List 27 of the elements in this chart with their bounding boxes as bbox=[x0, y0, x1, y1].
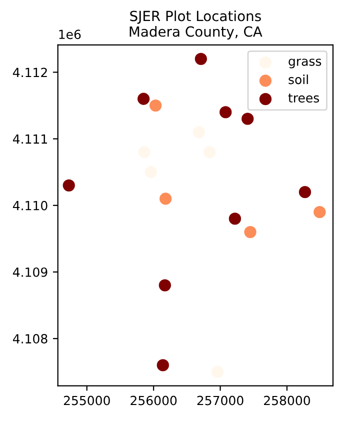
x-tick-label: 255000 bbox=[64, 396, 110, 406]
point bbox=[244, 226, 256, 238]
point bbox=[158, 279, 171, 292]
point bbox=[137, 92, 150, 105]
point bbox=[156, 359, 169, 372]
point bbox=[228, 212, 242, 225]
point bbox=[160, 192, 172, 205]
y-tick-label: 4.112 bbox=[12, 68, 47, 77]
y-tick-label: 4.109 bbox=[12, 267, 48, 277]
point bbox=[314, 206, 326, 218]
point bbox=[220, 106, 232, 118]
legend-label: soil bbox=[288, 74, 308, 84]
point bbox=[242, 112, 254, 125]
point bbox=[194, 52, 208, 65]
point bbox=[150, 99, 162, 112]
x-tick-label: 257000 bbox=[197, 396, 244, 406]
x-tick-label: 258000 bbox=[264, 396, 310, 406]
text: 1e6 bbox=[59, 30, 81, 40]
y-tick-label: 4.108 bbox=[12, 334, 48, 344]
legend-label: trees bbox=[288, 94, 320, 103]
point bbox=[62, 179, 75, 192]
chart-title: SJER Plot Locations Madera County, CA bbox=[130, 10, 262, 40]
x-tick-label: 256000 bbox=[130, 396, 177, 406]
point bbox=[298, 186, 312, 198]
y-tick-label: 4.110 bbox=[12, 200, 48, 210]
y-tick-label: 4.111 bbox=[12, 134, 47, 144]
legend-label: grass bbox=[288, 58, 322, 68]
